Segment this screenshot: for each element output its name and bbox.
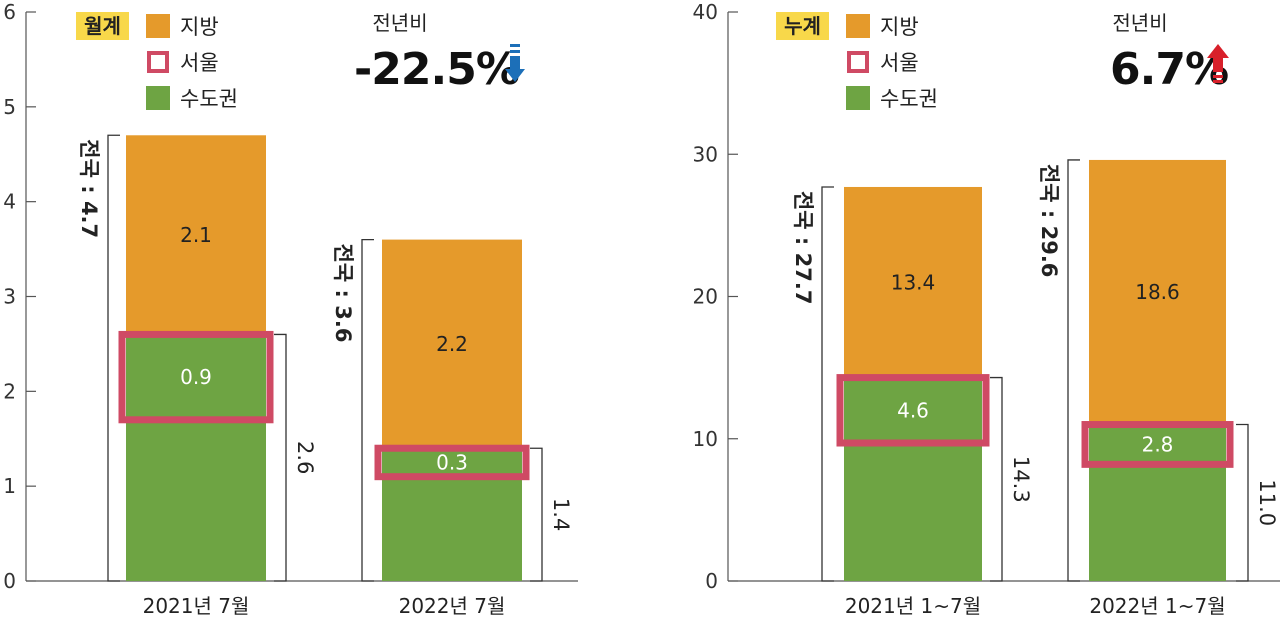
yoy-caption: 전년비 [1112,11,1167,35]
arrow-down-icon [505,44,525,82]
legend-swatch [846,86,870,110]
bar-seoul-outline [836,374,990,447]
bar-capital-area [126,334,266,581]
x-category-label: 2021년 1~7월 [845,594,981,618]
x-category-label: 2022년 7월 [399,594,506,618]
arrow-up-icon [1207,44,1229,83]
bar-capital-area [1089,424,1226,581]
period-badge [76,12,129,40]
period-badge-label: 월계 [84,14,121,38]
capital-bracket [990,376,1003,582]
y-tick-label: 0 [3,569,16,593]
national-bracket [821,186,834,582]
regional-value-label: 13.4 [891,270,936,294]
period-badge [776,12,829,40]
legend-swatch [846,14,870,38]
y-tick-label: 6 [3,0,16,24]
capital-total-label: 1.4 [549,498,573,531]
bar-regional [1089,159,1226,425]
bar-capital-area [844,377,982,581]
capital-bracket [530,447,543,582]
legend-label: 서울 [180,51,219,75]
national-total-label: 전국 : 4.7 [77,139,101,238]
national-total-label: 전국 : 29.6 [1037,164,1061,277]
yoy-value: 6.7% [1110,44,1228,95]
national-bracket [361,238,374,582]
period-badge-label: 누계 [784,14,821,38]
bar-seoul-outline [1081,421,1234,468]
seoul-value-label: 2.8 [1142,432,1174,456]
national-total-label: 전국 : 3.6 [331,244,355,343]
regional-value-label: 2.1 [180,223,212,247]
capital-bracket [1236,423,1249,582]
y-tick-label: 20 [693,285,718,309]
y-tick-label: 3 [3,285,16,309]
seoul-value-label: 0.3 [436,450,468,474]
legend-label: 수도권 [180,87,238,111]
y-tick-label: 0 [705,569,718,593]
y-tick-label: 30 [693,142,718,166]
capital-bracket [274,333,287,582]
y-tick-label: 1 [3,474,16,498]
legend-label: 지방 [180,15,219,39]
legend-swatch [146,14,170,38]
legend-label: 지방 [880,15,919,39]
bar-regional [382,239,522,449]
regional-value-label: 2.2 [436,332,468,356]
chart-panel-2: 0 10 20 30 40 13.4 4.6 2021년 1~7월 전국 : 27.7 14.3 1… [693,0,1280,618]
capital-total-label: 11.0 [1255,479,1279,526]
bar-seoul-outline [118,330,274,424]
x-category-label: 2022년 1~7월 [1089,594,1225,618]
seoul-value-label: 4.6 [897,398,929,422]
capital-total-label: 14.3 [1009,456,1033,503]
yoy-caption: 전년비 [372,11,427,35]
capital-total-label: 2.6 [293,441,317,474]
yoy-value: -22.5% [354,44,519,95]
bar-regional [844,186,982,378]
legend-swatch-seoul [847,51,869,73]
bar-regional [126,135,266,335]
bar-capital-area [382,448,522,581]
national-bracket [107,134,120,582]
y-tick-label: 2 [3,379,16,403]
regional-value-label: 18.6 [1135,280,1180,304]
legend-swatch [146,86,170,110]
y-tick-label: 40 [693,0,718,24]
x-category-label: 2021년 7월 [143,594,250,618]
y-tick-label: 10 [693,427,718,451]
seoul-value-label: 0.9 [180,365,212,389]
national-bracket [1067,159,1080,582]
national-total-label: 전국 : 27.7 [791,191,815,304]
y-tick-label: 4 [3,190,16,214]
bar-seoul-outline [374,444,530,481]
y-tick-label: 5 [3,95,16,119]
legend-label: 수도권 [880,87,938,111]
chart-panel-1: 0 1 2 3 4 5 6 2.1 0.9 2021년 7월 전국 : 4.7 2.6 2.2 0.3 20… [3,0,578,618]
legend-label: 서울 [880,51,919,75]
legend-swatch-seoul [147,51,169,73]
